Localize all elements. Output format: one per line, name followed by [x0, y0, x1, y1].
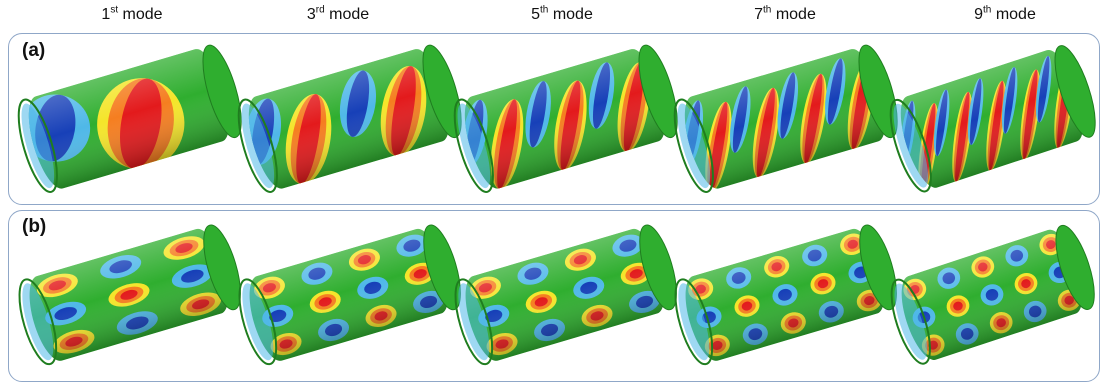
cylinder-a-9	[889, 45, 1096, 193]
mode-header-3: 3rd mode	[306, 4, 370, 23]
panel-b-label: (b)	[22, 216, 47, 237]
cylinder-a-3	[237, 44, 462, 193]
panel-b-frame	[8, 210, 1100, 382]
cylinder-b-3	[238, 224, 461, 366]
cylinder-b-1	[18, 224, 241, 366]
panel-a-frame	[8, 33, 1100, 205]
cylinder-b-9	[890, 224, 1095, 365]
cylinder-a-5	[453, 44, 678, 193]
cylinder-b-5	[454, 224, 677, 366]
mode-header-1: 1st mode	[101, 4, 163, 23]
mode-header-9: 9th mode	[974, 4, 1036, 23]
cylinder-a-7	[673, 44, 898, 193]
cylinder-b-7	[674, 224, 897, 366]
panel-a-label: (a)	[22, 40, 46, 61]
mode-header-5: 5th mode	[531, 4, 593, 23]
mode-header-7: 7th mode	[754, 4, 816, 23]
cylinder-a-1	[17, 44, 242, 193]
